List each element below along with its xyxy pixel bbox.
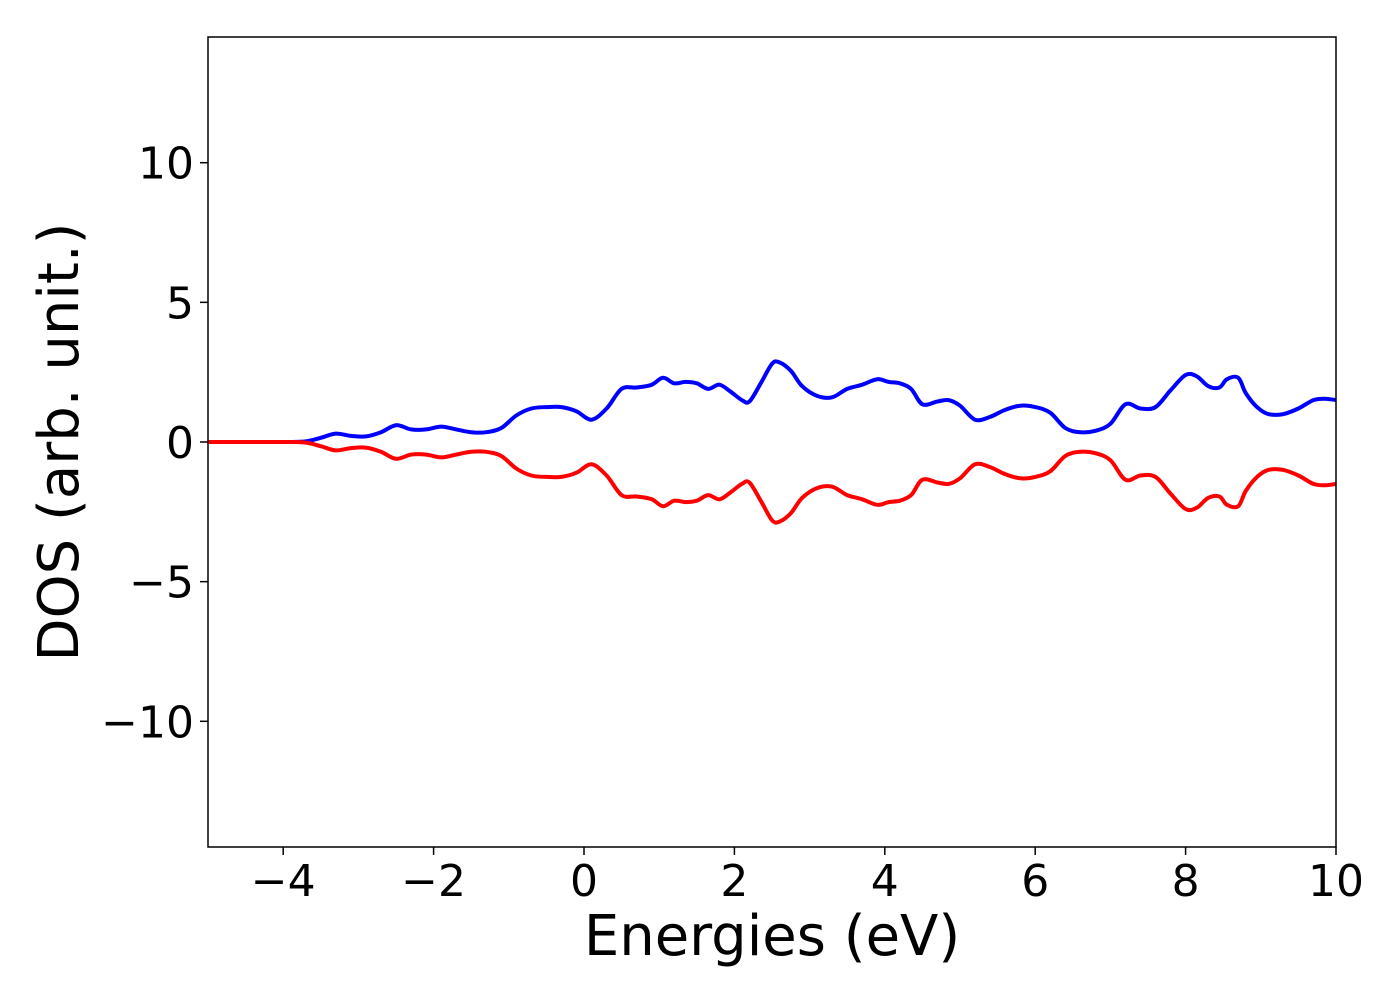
y-tick-label: 10 (138, 139, 194, 190)
x-tick-label: 10 (1308, 856, 1364, 907)
x-axis-ticks: −4 −2 0 2 4 6 8 10 (251, 847, 1364, 907)
y-axis-ticks: −10 −5 0 5 10 (101, 139, 208, 748)
series-line-spin-up (207, 359, 1337, 445)
x-tick-label: 8 (1172, 856, 1200, 907)
y-tick-label: 5 (166, 278, 194, 329)
y-axis-title: DOS (arb. unit.) (27, 222, 92, 661)
y-tick-label: 0 (166, 418, 194, 469)
series-layer (207, 359, 1337, 525)
x-tick-label: 2 (720, 856, 748, 907)
x-tick-label: 0 (570, 856, 598, 907)
x-tick-label: 6 (1021, 856, 1049, 907)
y-tick-label: −5 (129, 558, 194, 609)
x-tick-label: −4 (251, 856, 316, 907)
x-axis-title: Energies (eV) (584, 904, 960, 969)
plot-background (208, 37, 1336, 847)
series-line-spin-down (207, 439, 1337, 525)
y-tick-label: −10 (101, 697, 194, 748)
x-tick-label: −2 (401, 856, 466, 907)
x-tick-label: 4 (871, 856, 899, 907)
